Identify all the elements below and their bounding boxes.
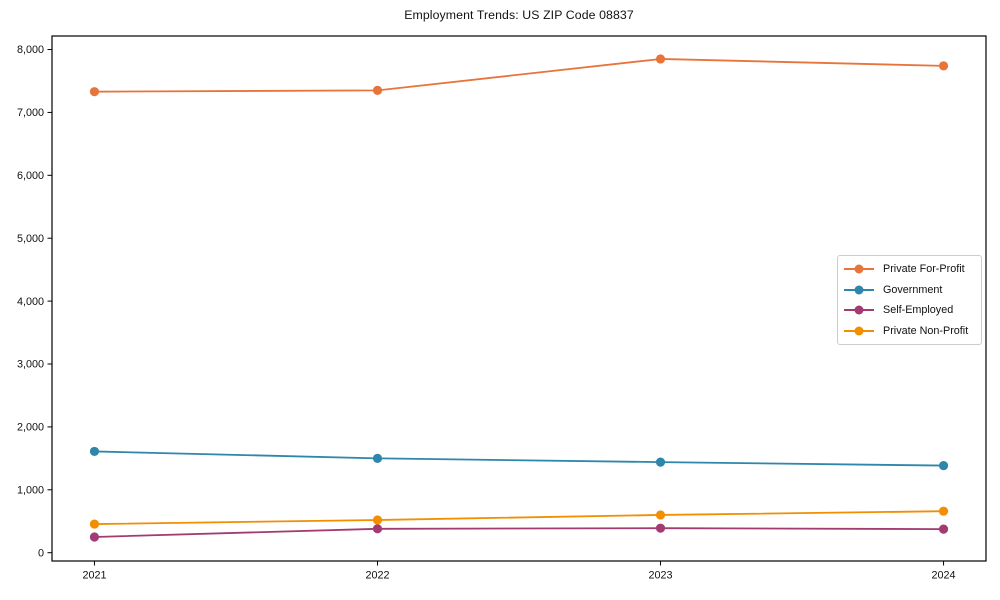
data-point — [655, 523, 666, 533]
plot-frame — [51, 35, 987, 562]
data-point — [938, 460, 949, 471]
data-point — [89, 87, 100, 97]
legend-item-private-for-profit: Private For-Profit — [844, 259, 975, 279]
legend-marker-icon — [844, 284, 874, 295]
y-tick-label: 3,000 — [17, 359, 44, 371]
legend-label: Government — [883, 283, 943, 296]
y-tick-label: 8,000 — [17, 44, 44, 56]
legend-marker-icon — [844, 325, 874, 336]
series-line-self-employed — [93, 527, 945, 538]
x-tick-label: 2021 — [82, 570, 106, 582]
legend-item-private-non-profit: Private Non-Profit — [844, 321, 975, 341]
data-point — [89, 532, 100, 542]
legend-item-self-employed: Self-Employed — [844, 300, 975, 320]
data-point — [655, 54, 666, 64]
legend-item-government: Government — [844, 280, 975, 300]
y-tick-label: 7,000 — [17, 107, 44, 119]
data-point — [89, 446, 100, 457]
data-point — [372, 524, 383, 534]
y-tick-label: 4,000 — [17, 296, 44, 308]
y-tick-label: 0 — [38, 547, 44, 559]
data-point — [372, 515, 383, 525]
y-tick-label: 5,000 — [17, 233, 44, 245]
x-tick-label: 2024 — [932, 570, 956, 582]
data-point — [372, 453, 383, 463]
data-point — [938, 524, 949, 534]
series-line-private-for-profit — [93, 58, 945, 93]
data-point — [655, 510, 666, 520]
chart-legend: Private For-Profit Government Self-Employe… — [837, 255, 982, 345]
legend-label: Self-Employed — [883, 304, 954, 317]
x-tick-label: 2022 — [365, 570, 389, 582]
x-tick-label: 2023 — [648, 570, 672, 582]
data-point — [89, 519, 100, 529]
data-point — [655, 457, 666, 467]
series-line-private-non-profit — [93, 510, 945, 525]
y-tick-label: 1,000 — [17, 485, 44, 497]
legend-marker-icon — [844, 264, 874, 275]
series-line-government — [93, 450, 945, 467]
chart-title: Employment Trends: US ZIP Code 08837 — [404, 8, 634, 22]
data-point — [372, 85, 383, 96]
legend-label: Private Non-Profit — [883, 324, 969, 337]
legend-label: Private For-Profit — [883, 263, 965, 276]
y-tick-label: 2,000 — [17, 422, 44, 434]
data-point — [938, 61, 949, 71]
legend-marker-icon — [844, 305, 874, 316]
data-point — [938, 506, 949, 516]
y-tick-label: 6,000 — [17, 170, 44, 182]
